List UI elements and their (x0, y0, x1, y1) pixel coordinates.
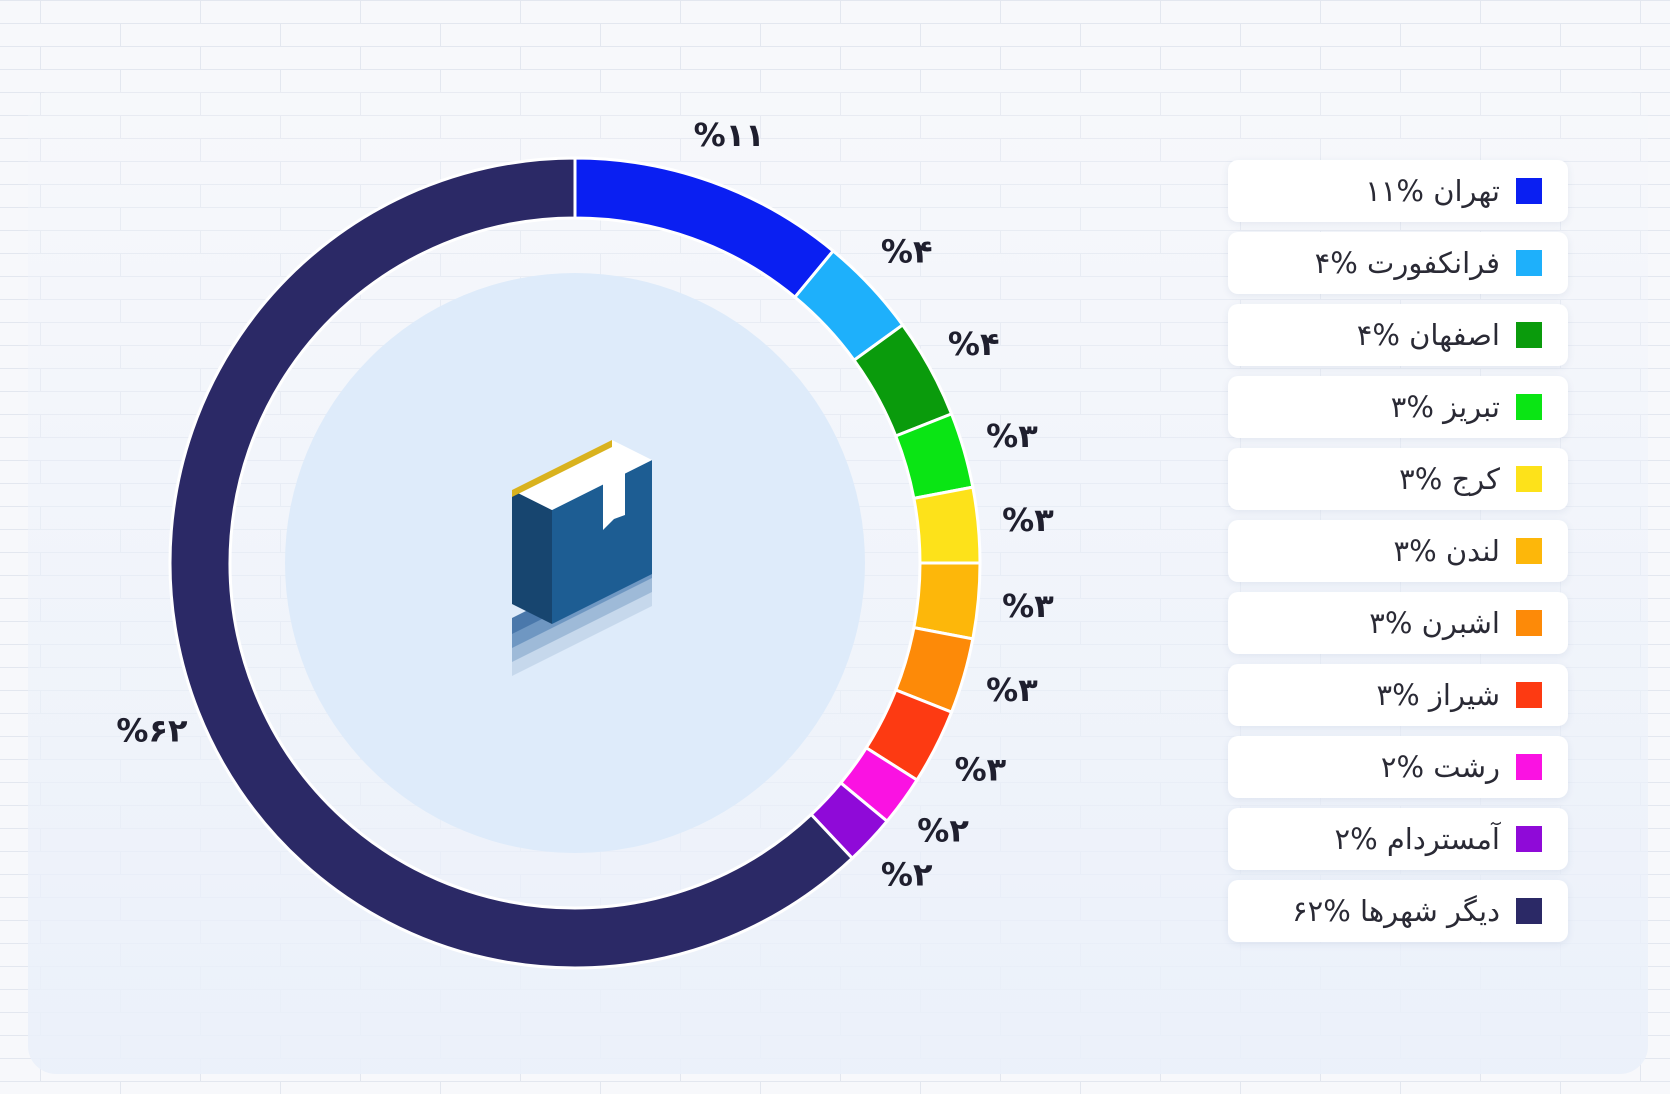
legend-item-tabriz: تبریز %۳ (1228, 376, 1568, 438)
legend-item-shiraz: شیراز %۳ (1228, 664, 1568, 726)
legend-label: لندن %۳ (1393, 534, 1500, 568)
slice-value-label-11: %۶۲ (116, 711, 188, 749)
slice-value-label-4: %۳ (986, 417, 1038, 455)
slice-labels: %۱۱ %۴ %۴ %۳ %۳ %۳ %۳ %۳ %۲ %۲ %۶۲ (116, 116, 1054, 894)
legend-label: تهران %۱۱ (1365, 174, 1500, 208)
legend-swatch (1516, 754, 1542, 780)
legend-swatch (1516, 898, 1542, 924)
legend-item-london: لندن %۳ (1228, 520, 1568, 582)
legend-label: دیگر شهرها %۶۲ (1292, 894, 1500, 928)
legend-item-ashburn: اشبرن %۳ (1228, 592, 1568, 654)
legend-item-rasht: رشت %۲ (1228, 736, 1568, 798)
legend-label: اشبرن %۳ (1369, 606, 1500, 640)
slice-value-label-1: %۱۱ (694, 116, 765, 154)
slice-value-label-9: %۲ (917, 811, 969, 849)
legend: تهران %۱۱ فرانکفورت %۴ اصفهان %۴ تبریز %… (1228, 160, 1568, 952)
legend-label: اصفهان %۴ (1356, 318, 1500, 352)
legend-label: آمستردام %۲ (1334, 822, 1501, 856)
donut-slices (168, 156, 982, 970)
legend-swatch (1516, 682, 1542, 708)
legend-swatch (1516, 394, 1542, 420)
legend-label: شیراز %۳ (1376, 678, 1500, 712)
donut-slice-11 (168, 156, 855, 970)
slice-value-label-7: %۳ (986, 671, 1038, 709)
legend-swatch (1516, 466, 1542, 492)
legend-item-frankfurt: فرانکفورت %۴ (1228, 232, 1568, 294)
slice-value-label-3: %۴ (948, 325, 1000, 363)
legend-swatch (1516, 250, 1542, 276)
slice-value-label-8: %۳ (955, 751, 1007, 789)
legend-swatch (1516, 322, 1542, 348)
legend-item-tehran: تهران %۱۱ (1228, 160, 1568, 222)
legend-swatch (1516, 538, 1542, 564)
legend-label: تبریز %۳ (1390, 390, 1500, 424)
legend-swatch (1516, 610, 1542, 636)
legend-label: کرج %۳ (1399, 462, 1500, 496)
donut-slice-6 (912, 561, 982, 641)
slice-value-label-5: %۳ (1002, 501, 1054, 539)
book-icon (512, 440, 652, 676)
slice-value-label-2: %۴ (881, 233, 933, 271)
donut-slice-5 (912, 485, 982, 565)
legend-label: فرانکفورت %۴ (1314, 246, 1500, 280)
legend-item-isfahan: اصفهان %۴ (1228, 304, 1568, 366)
slice-value-label-6: %۳ (1002, 587, 1054, 625)
legend-item-karaj: کرج %۳ (1228, 448, 1568, 510)
legend-item-other-cities: دیگر شهرها %۶۲ (1228, 880, 1568, 942)
legend-swatch (1516, 178, 1542, 204)
slice-value-label-10: %۲ (881, 855, 933, 893)
legend-swatch (1516, 826, 1542, 852)
legend-item-amsterdam: آمستردام %۲ (1228, 808, 1568, 870)
legend-label: رشت %۲ (1380, 750, 1500, 784)
